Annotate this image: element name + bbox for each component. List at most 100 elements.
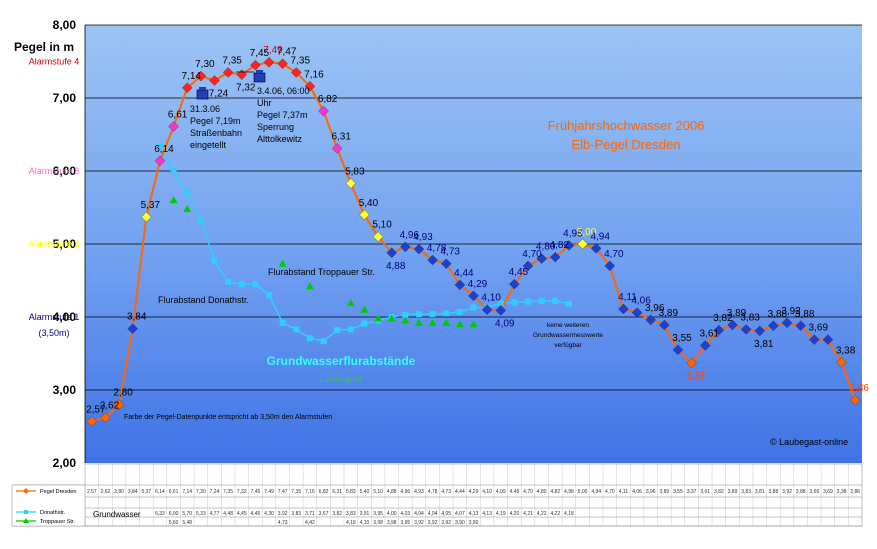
table-columns: 2,57 2,62 2,80 3,84 5,37 6,14 6,61 7,14 7,30 7,24… (84, 464, 863, 526)
table-cell-donathstr: 4,13 (482, 511, 492, 517)
data-label: 3,37 (686, 371, 706, 382)
table-cell-donathstr: 4,04 (428, 511, 438, 517)
data-point-donathstr (184, 189, 191, 196)
table-cell-donathstr: 4,77 (210, 511, 220, 517)
table-cell-pegel: 5,00 (578, 489, 588, 495)
table-cell-donathstr: 5,70 (182, 511, 192, 517)
data-point-pegel (209, 75, 220, 86)
table-cell-donathstr: 4,18 (564, 511, 574, 517)
table-cell-donathstr: 4,05 (441, 511, 451, 517)
table-cell-pegel: 7,32 (237, 489, 247, 495)
data-point-donathstr (415, 311, 422, 318)
data-label: 4,78 (427, 243, 447, 254)
table-cell-pegel: 4,94 (591, 489, 601, 495)
table-cell-pegel: 3,38 (837, 489, 847, 495)
data-point-pegel (141, 211, 152, 223)
data-label: 4,93 (413, 232, 433, 243)
table-cell-donathstr: 3,71 (305, 511, 315, 517)
table-cell-pegel: 4,96 (400, 489, 410, 495)
data-label: 7,35 (222, 55, 242, 66)
data-point-pegel (318, 105, 329, 117)
data-label: 5,40 (359, 198, 379, 209)
data-point-pegel (86, 416, 98, 427)
legend-label: Pegel Dresden (40, 489, 76, 495)
data-label: 6,14 (154, 144, 174, 155)
data-label: 3,84 (127, 312, 147, 323)
data-label: 6,61 (168, 109, 188, 120)
table-cell-pegel: 3,61 (700, 489, 710, 495)
table-cell-pegel: 7,35 (291, 489, 301, 495)
table-cell-donathstr: 3,83 (346, 511, 356, 517)
table-cell-pegel: 3,69 (823, 489, 833, 495)
table-cell-pegel: 4,88 (387, 489, 397, 495)
data-point-pegel (454, 279, 466, 291)
table-cell-donathstr: 4,20 (510, 511, 520, 517)
data-label: 4,10 (481, 293, 501, 304)
table-cell-troppauer: 3,90 (455, 520, 465, 526)
data-label: 3,61 (700, 328, 720, 339)
table-cell-troppauer: 5,60 (169, 520, 179, 526)
data-point-donathstr (238, 281, 245, 288)
table-cell-donathstr: 6,00 (169, 511, 179, 517)
data-label: 3,82 (713, 313, 733, 324)
table-cell-troppauer: 4,10 (360, 520, 370, 526)
data-label: 3,88 (768, 309, 788, 320)
table-cell-troppauer: 4,19 (346, 520, 356, 526)
data-label: 3,69 (809, 323, 829, 334)
data-point-donathstr (497, 300, 504, 307)
data-label: 4,98 (563, 228, 583, 239)
legend-label: Troppauer Str. (40, 519, 75, 525)
table-cell-troppauer: 3,98 (373, 520, 383, 526)
annotation-line: Grundwassermesswerte (533, 332, 603, 339)
table-cell-donathstr: 4,04 (414, 511, 424, 517)
data-point-pegel (795, 320, 806, 332)
data-point-pegel (127, 323, 138, 334)
annotation-line: 3.4.06, 06:00 (257, 86, 310, 96)
data-point-pegel (659, 319, 670, 331)
data-label: 3,81 (754, 339, 774, 350)
table-cell-donathstr: 4,22 (550, 511, 560, 517)
table-cell-pegel: 3,84 (128, 489, 138, 495)
data-point-troppauer (469, 320, 478, 328)
data-point-pegel (645, 314, 656, 326)
table-cell-troppauer: 3,90 (469, 520, 479, 526)
table-cell-donathstr: 4,00 (387, 511, 397, 517)
table-cell-pegel: 4,73 (441, 489, 451, 495)
data-point-pegel (604, 260, 616, 272)
table-cell-troppauer: 5,48 (182, 520, 192, 526)
annotation-line: Alttolkewitz (257, 134, 303, 144)
data-point-pegel (550, 251, 561, 263)
table-cell-pegel: 4,11 (619, 489, 629, 495)
data-label: 2,86 (849, 383, 869, 394)
alarm-label: (3,50m) (38, 328, 69, 338)
data-point-troppauer (278, 259, 287, 267)
table-cell-pegel: 7,47 (278, 489, 288, 495)
table-cell-pegel: 4,93 (414, 489, 424, 495)
table-cell-pegel: 6,14 (155, 489, 165, 495)
table-cell-pegel: 2,57 (87, 489, 97, 495)
data-point-donathstr (306, 335, 313, 342)
data-point-pegel (699, 340, 711, 351)
alarm-label: Alarmstufe 2 (29, 239, 80, 249)
event-marker-closure (236, 70, 266, 83)
y-tick-label: 3,00 (53, 383, 77, 397)
data-point-donathstr (565, 300, 572, 307)
table-cell-pegel: 3,83 (741, 489, 751, 495)
table-cell-pegel: 7,45 (251, 489, 261, 495)
data-point-pegel (113, 399, 125, 410)
groundwater-location: Laubegast (320, 374, 363, 384)
y-tick-label: 5,00 (53, 237, 77, 251)
data-point-pegel (263, 56, 275, 68)
table-cell-donathstr: 3,92 (278, 511, 288, 517)
table-cell-pegel: 6,61 (169, 489, 179, 495)
data-label: 5,10 (372, 220, 392, 231)
table-cell-pegel: 4,78 (428, 489, 438, 495)
table-cell-donathstr: 4,45 (237, 511, 247, 517)
table-cell-pegel: 7,49 (264, 489, 274, 495)
data-label: 4,94 (590, 231, 610, 242)
data-point-troppauer (387, 314, 396, 322)
data-point-donathstr (402, 311, 409, 318)
data-label: 3,38 (836, 345, 856, 356)
table-cell-pegel: 3,82 (714, 489, 724, 495)
